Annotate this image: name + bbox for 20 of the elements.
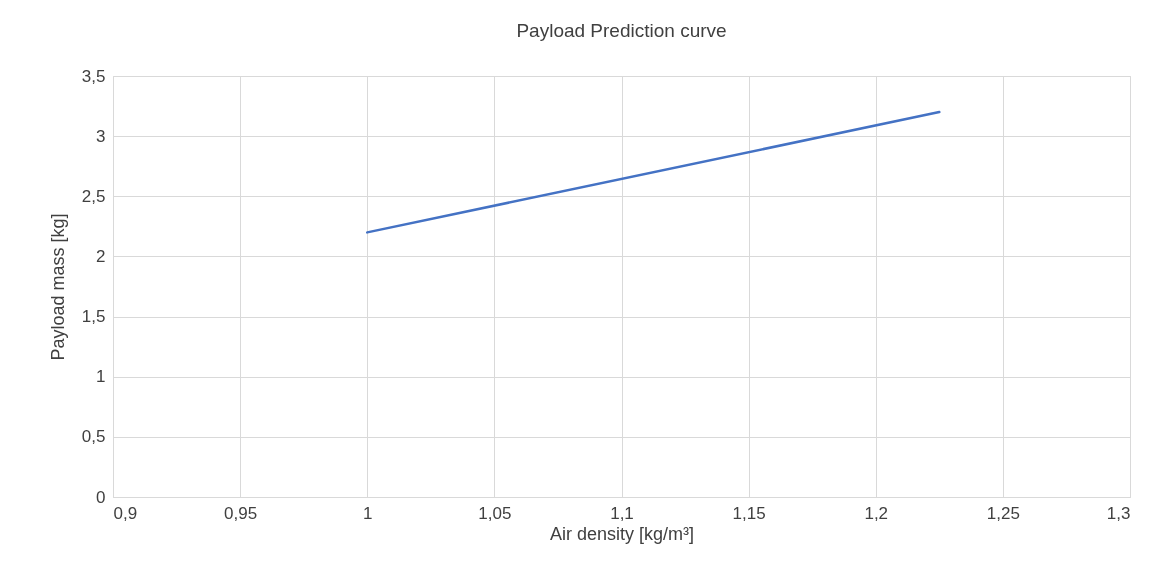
x-axis-title: Air density [kg/m³] (549, 523, 695, 544)
x-tick-label: 1 (363, 503, 373, 523)
y-tick-label: 0,5 (81, 427, 106, 447)
x-tick-label: 1,15 (732, 503, 766, 523)
x-tick-label: 1,05 (478, 503, 512, 523)
x-tick-label: 1,25 (986, 503, 1020, 523)
x-tick-label: 1,3 (1106, 503, 1131, 523)
x-tick-label: 1,1 (610, 503, 634, 523)
chart-title: Payload Prediction curve (516, 20, 727, 41)
x-tick-label: 1,2 (864, 503, 889, 523)
y-axis-title: Payload mass [kg] (47, 213, 68, 361)
y-tick-label: 3 (96, 126, 106, 146)
y-tick-label: 2 (96, 246, 106, 266)
y-tick-label: 0 (96, 487, 106, 507)
x-tick-label: 0,9 (113, 503, 138, 523)
y-tick-label: 1,5 (81, 307, 106, 327)
x-tick-label: 0,95 (224, 503, 258, 523)
y-tick-label: 3,5 (81, 66, 106, 86)
y-tick-label: 1 (96, 367, 106, 387)
y-tick-label: 2,5 (81, 186, 106, 206)
